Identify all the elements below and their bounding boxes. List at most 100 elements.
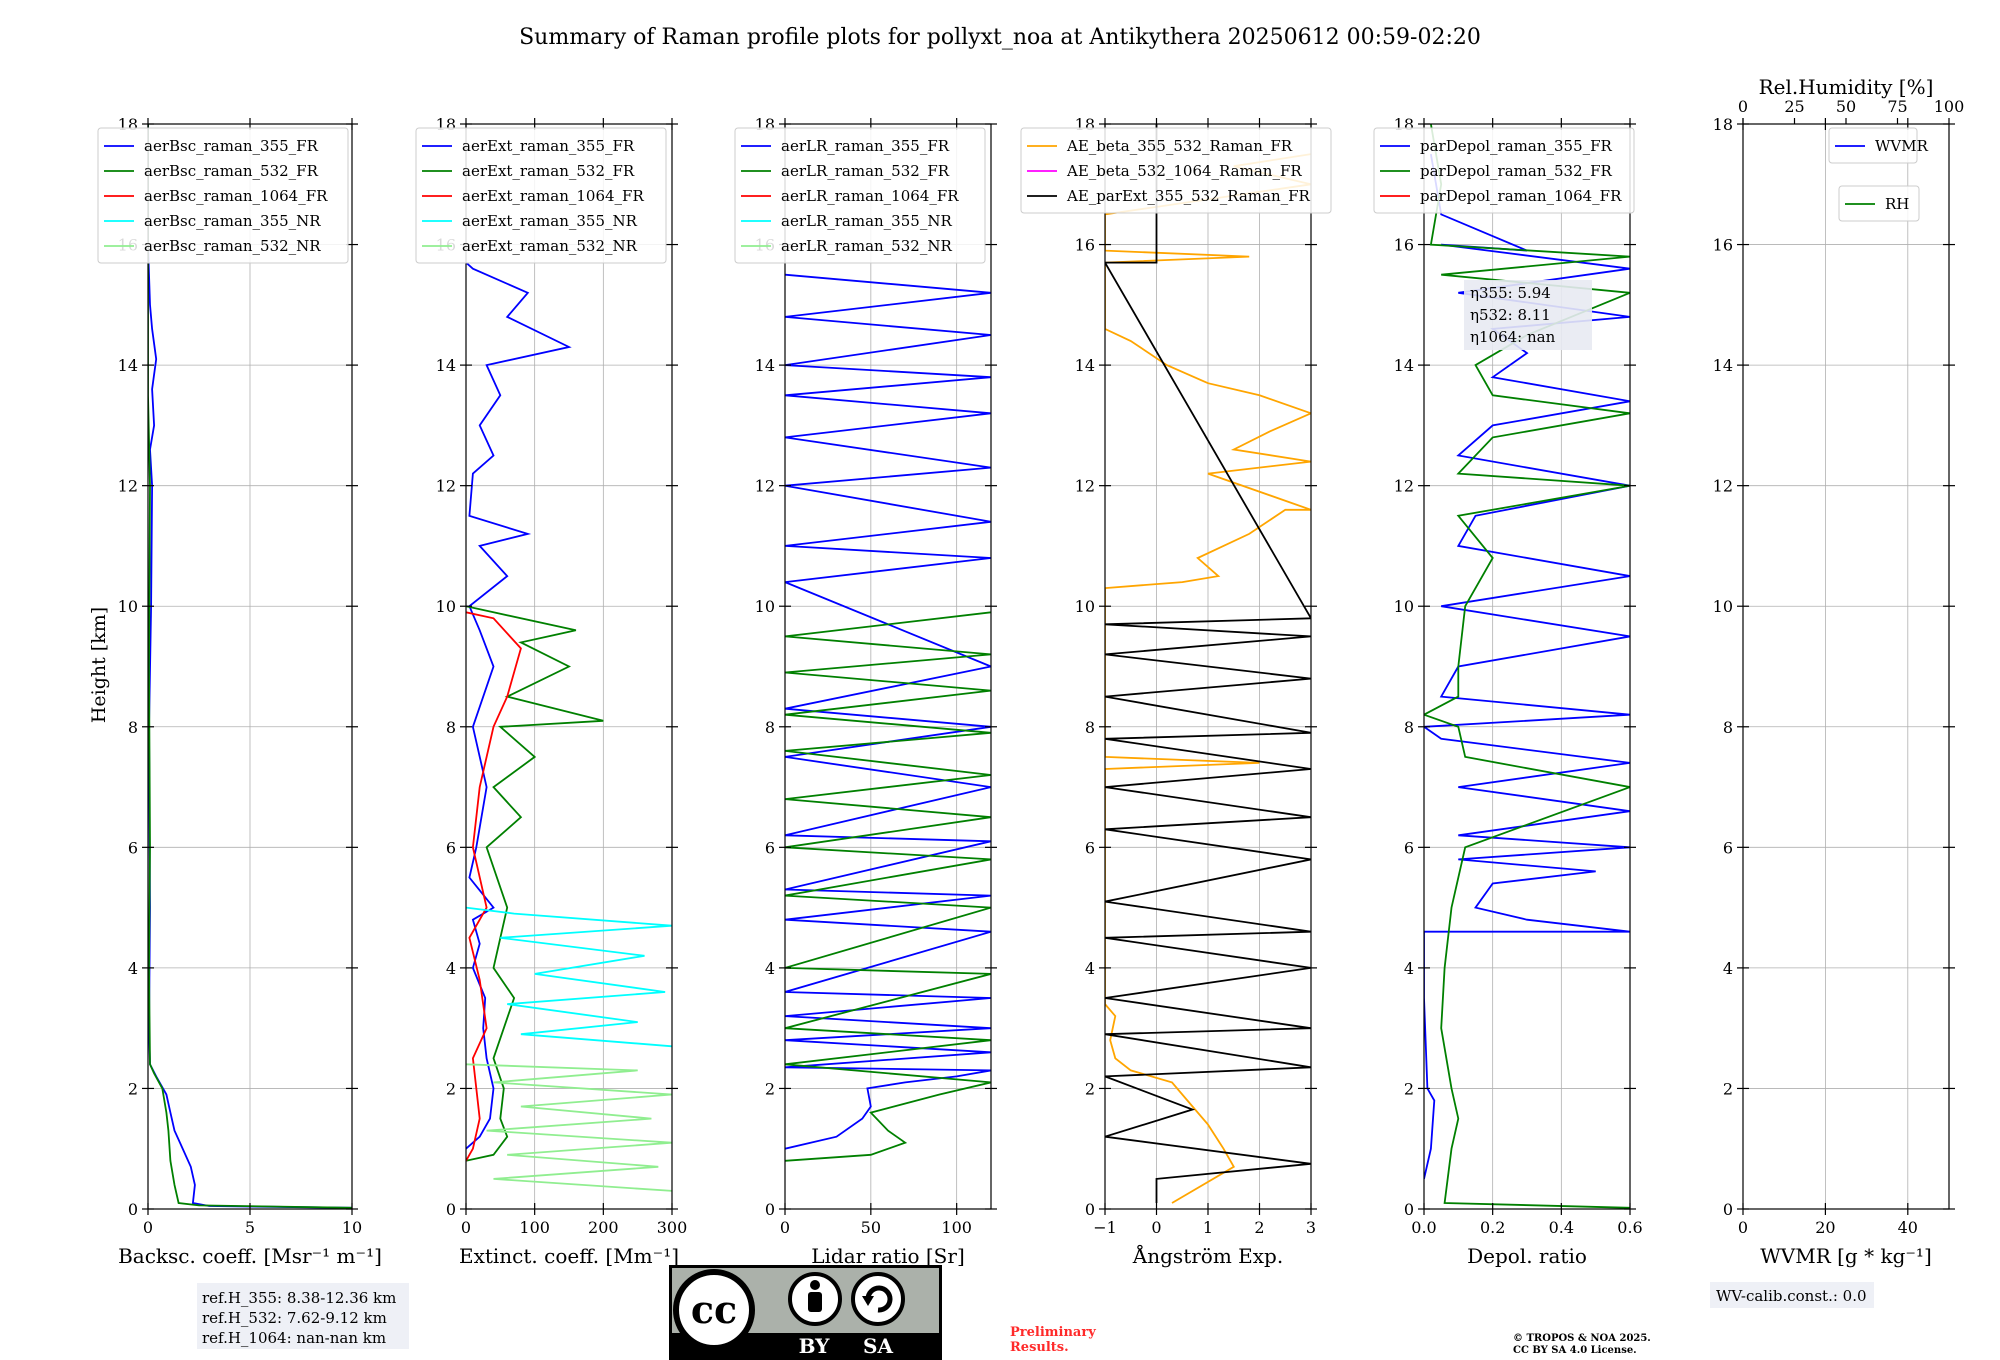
legend-entry: aerLR_raman_355_FR [781,137,950,155]
ref-height-532: ref.H_532: 7.62-9.12 km [202,1309,387,1327]
axes-frame [465,123,673,1210]
y-tick-label: 12 [1394,477,1414,496]
y-tick-label: 4 [765,959,775,978]
y-tick-label: 6 [765,838,775,857]
sa-label: SA [863,1334,893,1358]
x-tick-label: 40 [1898,1218,1918,1237]
x-tick-label: 0.4 [1549,1218,1574,1237]
y-tick-label: 8 [128,718,138,737]
legend-entry: RH [1885,195,1909,213]
line-AE_parExt_355_532_Raman_FR [1105,124,1311,1203]
top-x-tick-label: 0 [1738,97,1748,116]
y-tick-label: 2 [765,1079,775,1098]
line-aerExt_raman_1064_FR [466,611,522,1162]
y-axis-label: Height [km] [88,607,110,723]
y-tick-label: 10 [1075,597,1095,616]
series-ae [1105,124,1311,1204]
y-tick-label: 4 [1723,959,1733,978]
y-tick-label: 8 [1404,718,1414,737]
panel-bsc: 0246810121416180510Backsc. coeff. [Msr⁻¹… [97,115,382,1268]
x-tick-label: 0 [1738,1218,1748,1237]
y-tick-label: 14 [755,356,775,375]
y-tick-label: 12 [436,477,456,496]
x-axis-label: Extinct. coeff. [Mm⁻¹] [459,1244,679,1268]
y-tick-label: 14 [436,356,456,375]
legend2-wv: RH [1838,185,1920,222]
y-tick-label: 2 [1085,1079,1095,1098]
x-tick-label: 0.2 [1480,1218,1505,1237]
legend-entry: aerLR_raman_532_FR [781,162,950,180]
eta-1: η532: 8.11 [1470,306,1551,324]
y-tick-label: 16 [1394,236,1414,255]
line-aerBsc_raman_532_FR [148,124,352,1209]
line-aerExt_raman_532_NR [466,1063,672,1192]
axes-frame [1742,123,1950,1210]
axes-frame [784,123,992,1210]
y-tick-label: 2 [1723,1079,1733,1098]
legend-entry: aerLR_raman_1064_FR [781,187,959,205]
line-aerExt_raman_532_FR [466,605,604,1162]
legend-entry: aerExt_raman_355_FR [462,137,635,155]
panel-ext: 0246810121416180100200300Extinct. coeff.… [415,115,687,1268]
preliminary-line1: Preliminary [1010,1325,1096,1340]
x-axis-label: Backsc. coeff. [Msr⁻¹ m⁻¹] [118,1244,382,1268]
ref-height-1064: ref.H_1064: nan-nan km [202,1329,386,1347]
legend-entry: aerBsc_raman_355_NR [144,212,321,230]
x-tick-label: 0 [143,1218,153,1237]
panels: 0246810121416180510Backsc. coeff. [Msr⁻¹… [97,75,1964,1268]
copyright-line1: © TROPOS & NOA 2025. [1513,1333,1651,1344]
legend-entry: aerBsc_raman_1064_FR [144,187,328,205]
legend-ae: AE_beta_355_532_Raman_FR AE_beta_532_1064… [1020,127,1332,214]
y-tick-label: 8 [446,718,456,737]
y-tick-label: 16 [1713,236,1733,255]
legend-entry: aerExt_raman_355_NR [462,212,638,230]
y-tick-label: 6 [1085,838,1095,857]
y-tick-label: 2 [128,1079,138,1098]
x-tick-label: 100 [519,1218,550,1237]
legend-entry: aerLR_raman_355_NR [781,212,952,230]
legend-entry: aerExt_raman_1064_FR [462,187,644,205]
legend-entry: aerExt_raman_532_FR [462,162,635,180]
by-label: BY [799,1334,831,1358]
y-tick-label: 2 [1404,1079,1414,1098]
line-aerExt_raman_355_FR [466,261,572,1150]
legend-entry: aerBsc_raman_532_NR [144,237,321,255]
x-axis-label: Depol. ratio [1467,1244,1587,1268]
x-tick-label: 0 [780,1218,790,1237]
wv-calib-box: WV-calib.const.: 0.0 [1710,1282,1874,1308]
eta-2: η1064: nan [1470,328,1556,346]
x-tick-label: 50 [861,1218,881,1237]
x-tick-label: 1 [1203,1218,1213,1237]
grid-wv [1742,123,1949,1210]
y-tick-label: 16 [1075,236,1095,255]
x-tick-label: −1 [1093,1218,1117,1237]
y-tick-label: 14 [1075,356,1095,375]
y-tick-label: 2 [446,1079,456,1098]
x-tick-label: 2 [1254,1218,1264,1237]
eta-0: η355: 5.94 [1470,284,1551,302]
legend-entry: AE_beta_532_1064_Raman_FR [1066,162,1302,180]
x-axis-label: Lidar ratio [Sr] [811,1244,965,1268]
legend-entry: parDepol_raman_1064_FR [1420,187,1622,205]
y-tick-label: 8 [765,718,775,737]
panel-lr: 024681012141618050100Lidar ratio [Sr]aer… [734,115,997,1268]
x-tick-label: 0.0 [1411,1218,1436,1237]
x-tick-label: 20 [1815,1218,1835,1237]
y-tick-label: 10 [1394,597,1414,616]
legend-bsc: aerBsc_raman_355_FR aerBsc_raman_532_FRae… [97,127,349,264]
x-tick-label: 10 [342,1218,362,1237]
legend-entry: AE_beta_355_532_Raman_FR [1066,137,1293,155]
y-tick-label: 12 [1713,477,1733,496]
y-tick-label: 4 [1085,959,1095,978]
y-tick-label: 10 [1713,597,1733,616]
line-aerLR_raman_355_FR [785,273,991,1150]
sa-share-icon [851,1272,905,1326]
legend-entry: parDepol_raman_532_FR [1420,162,1613,180]
wv-calib-text: WV-calib.const.: 0.0 [1716,1287,1867,1305]
x-tick-label: 5 [245,1218,255,1237]
y-tick-label: 0 [1404,1200,1414,1219]
top-x-tick-label: 50 [1836,97,1856,116]
y-tick-label: 14 [1713,356,1733,375]
y-tick-label: 12 [118,477,138,496]
x-tick-label: 200 [588,1218,619,1237]
